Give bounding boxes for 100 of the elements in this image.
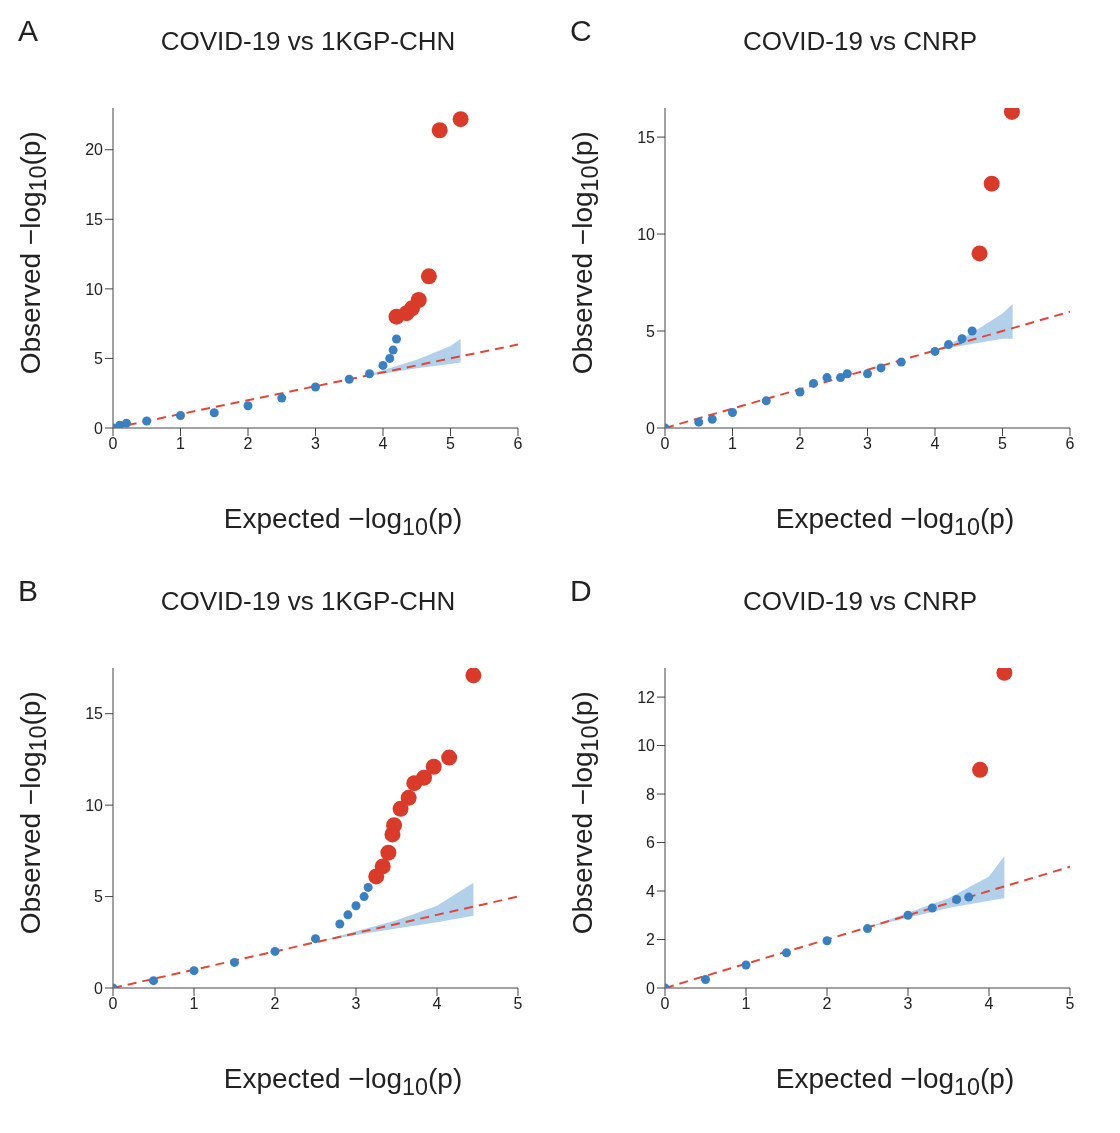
point (209, 408, 219, 418)
point (374, 858, 391, 875)
text: D (570, 574, 592, 608)
x-tick-label: 0 (660, 435, 670, 453)
point (782, 948, 791, 958)
y-tick-label: 5 (94, 888, 104, 906)
y-tick-label: 15 (85, 210, 104, 228)
point (863, 369, 872, 379)
y-tick-label: 10 (85, 796, 104, 814)
point (378, 360, 388, 370)
x-tick-label: 0 (108, 435, 118, 453)
point (243, 401, 253, 411)
point (122, 418, 131, 428)
y-tick-label: 6 (646, 834, 656, 852)
point (311, 382, 320, 392)
point (386, 817, 403, 834)
x-tick-label: 1 (741, 995, 751, 1013)
point (957, 334, 967, 344)
point (359, 892, 369, 902)
x-tick-label: 5 (1065, 995, 1075, 1013)
y-tick-label: 10 (637, 225, 656, 243)
point (343, 910, 353, 920)
point (863, 924, 872, 934)
point (230, 957, 239, 967)
point (270, 946, 280, 956)
x-tick-label: 4 (378, 435, 388, 453)
point (176, 410, 185, 420)
point (311, 934, 320, 944)
point (809, 378, 818, 388)
x-tick-label: 5 (998, 435, 1008, 453)
point (761, 396, 771, 406)
text: B (18, 574, 39, 608)
point (344, 374, 354, 384)
point (707, 414, 717, 424)
point (149, 976, 158, 986)
chart-title: COVID-19 vs CNRP (741, 586, 978, 617)
point (452, 111, 469, 128)
x-tick-label: 5 (446, 435, 456, 453)
point (420, 268, 437, 285)
text: A (18, 14, 39, 48)
y-tick-label: 15 (85, 705, 104, 723)
point (944, 340, 953, 350)
point (972, 761, 989, 778)
y-tick-label: 5 (646, 322, 656, 340)
x-axis-title: Expected −log$_{10}$(p) (222, 503, 464, 541)
point (363, 882, 373, 892)
x-tick-label: 5 (513, 995, 523, 1013)
x-tick-label: 0 (660, 995, 670, 1013)
x-tick-label: 4 (432, 995, 442, 1013)
x-axis-title: Expected −log$_{10}$(p) (774, 1063, 1016, 1101)
point (822, 936, 832, 946)
x-tick-label: 1 (728, 435, 738, 453)
point (400, 789, 417, 806)
point (392, 334, 401, 344)
y-tick-label: 20 (85, 141, 104, 159)
x-tick-label: 3 (903, 995, 913, 1013)
x-tick-label: 2 (270, 995, 280, 1013)
point (896, 357, 906, 367)
x-tick-label: 3 (351, 995, 361, 1013)
point (416, 769, 433, 786)
point (903, 910, 913, 920)
chart-title: COVID-19 vs 1KGP-CHN (159, 586, 457, 617)
point (964, 892, 974, 902)
y-tick-label: 0 (646, 419, 656, 437)
x-tick-label: 4 (984, 995, 994, 1013)
point (392, 800, 409, 817)
point (385, 353, 395, 363)
point (277, 393, 287, 403)
x-tick-label: 2 (243, 435, 253, 453)
point (822, 373, 832, 383)
point (876, 363, 886, 373)
chart-title: COVID-19 vs 1KGP-CHN (159, 26, 457, 57)
y-tick-label: 0 (94, 419, 104, 437)
point (694, 417, 704, 427)
chart-title: COVID-19 vs CNRP (741, 26, 978, 57)
y-tick-label: 10 (637, 737, 656, 755)
point (952, 895, 962, 905)
point (741, 960, 751, 970)
point (335, 919, 345, 929)
x-tick-label: 2 (795, 435, 805, 453)
x-tick-label: 3 (311, 435, 321, 453)
point (365, 369, 374, 379)
point (441, 749, 458, 766)
y-tick-label: 15 (637, 128, 656, 146)
x-tick-label: 6 (1065, 435, 1075, 453)
x-tick-label: 3 (863, 435, 873, 453)
point (930, 346, 940, 356)
x-tick-label: 0 (108, 995, 118, 1013)
x-tick-label: 6 (513, 435, 523, 453)
y-tick-label: 4 (646, 882, 656, 900)
point (380, 844, 397, 861)
point (351, 901, 361, 911)
point (728, 407, 737, 417)
point (465, 668, 482, 684)
y-tick-label: 5 (94, 350, 104, 368)
point (431, 122, 448, 139)
point (971, 245, 988, 262)
point (795, 387, 805, 397)
point (142, 416, 152, 426)
point (842, 369, 852, 379)
